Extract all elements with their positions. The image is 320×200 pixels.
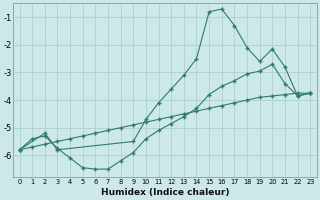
X-axis label: Humidex (Indice chaleur): Humidex (Indice chaleur) bbox=[100, 188, 229, 197]
